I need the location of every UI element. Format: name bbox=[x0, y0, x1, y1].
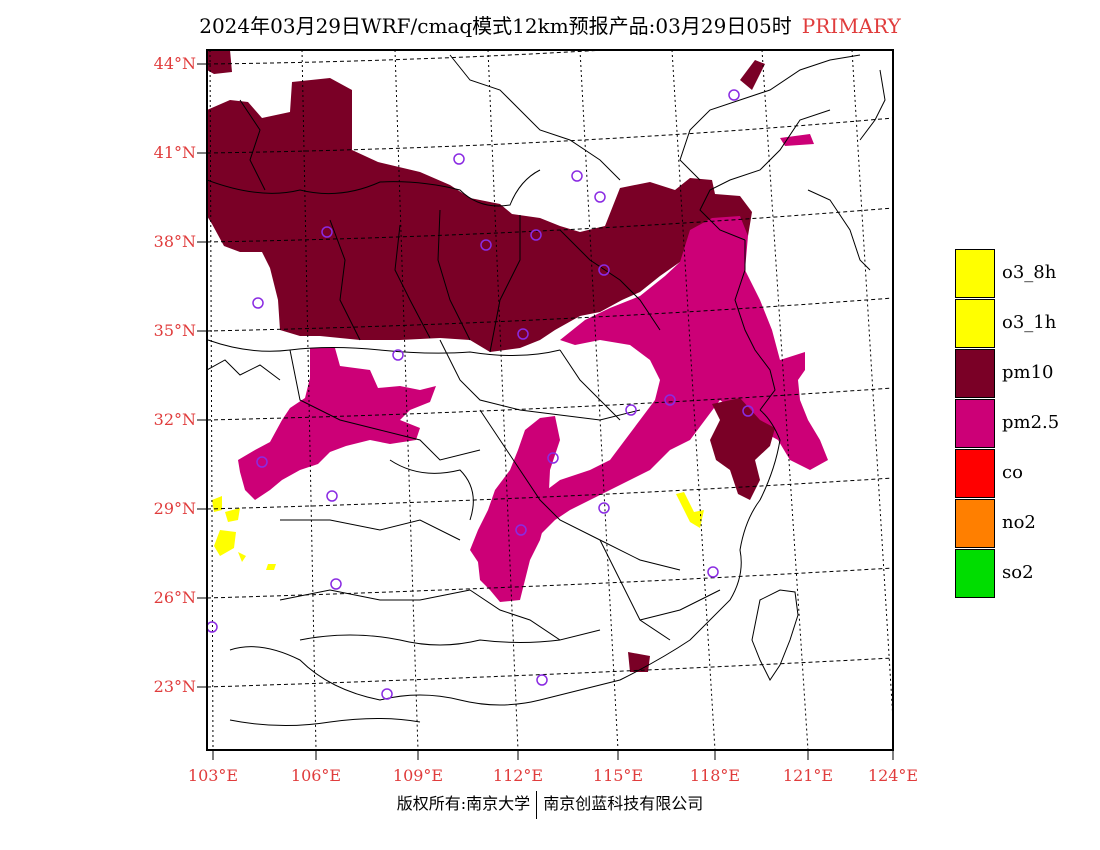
lat-label-29: 29°N bbox=[153, 499, 196, 518]
legend-item-co: co bbox=[955, 449, 1095, 499]
pm10-region-west bbox=[207, 50, 232, 74]
lat-label-23: 23°N bbox=[153, 677, 196, 696]
copyright-company: 南京创蓝科技有限公司 bbox=[543, 794, 704, 813]
lon-label-124: 124°E bbox=[867, 766, 919, 785]
o3-patch-fujian bbox=[676, 492, 704, 528]
pollutant-legend: o3_8h o3_1h pm10 pm2.5 co no2 so2 bbox=[955, 249, 1095, 599]
parallels bbox=[207, 50, 893, 688]
lat-label-44: 44°N bbox=[153, 54, 196, 73]
legend-item-pm25: pm2.5 bbox=[955, 399, 1095, 449]
axis-ticks bbox=[197, 63, 894, 760]
map-title: 2024年03月29日WRF/cmaq模式12km预报产品:03月29日05时 P… bbox=[0, 10, 1100, 39]
lon-label-106: 106°E bbox=[290, 766, 342, 785]
legend-item-pm10: pm10 bbox=[955, 349, 1095, 399]
station-markers bbox=[207, 89, 754, 700]
lon-label-121: 121°E bbox=[782, 766, 834, 785]
legend-label: no2 bbox=[1002, 512, 1036, 533]
lat-label-26: 26°N bbox=[153, 588, 196, 607]
primary-tag: PRIMARY bbox=[801, 14, 901, 38]
legend-swatch bbox=[955, 499, 995, 548]
pm25-region-central bbox=[470, 416, 560, 602]
pm25-region-small bbox=[780, 134, 814, 146]
legend-swatch bbox=[955, 399, 995, 448]
pm10-region-northeast bbox=[740, 60, 765, 90]
legend-label: pm10 bbox=[1002, 362, 1054, 383]
lon-label-103: 103°E bbox=[187, 766, 239, 785]
legend-label: pm2.5 bbox=[1002, 412, 1060, 433]
lon-label-109: 109°E bbox=[392, 766, 444, 785]
pm25-region-west bbox=[238, 348, 436, 500]
lat-label-35: 35°N bbox=[153, 321, 196, 340]
legend-swatch bbox=[955, 449, 995, 498]
lat-label-41: 41°N bbox=[153, 143, 196, 162]
lon-label-112: 112°E bbox=[492, 766, 544, 785]
pm10-patch-yangtze bbox=[710, 398, 775, 500]
legend-swatch bbox=[955, 549, 995, 598]
legend-item-o3-8h: o3_8h bbox=[955, 249, 1095, 299]
copyright-owner: 版权所有:南京大学 bbox=[396, 794, 531, 813]
legend-item-so2: so2 bbox=[955, 549, 1095, 599]
legend-item-no2: no2 bbox=[955, 499, 1095, 549]
pm10-patch-south bbox=[628, 652, 650, 672]
legend-label: so2 bbox=[1002, 562, 1034, 583]
boundary-lines bbox=[207, 54, 886, 727]
title-text: 2024年03月29日WRF/cmaq模式12km预报产品:03月29日05时 bbox=[199, 14, 792, 38]
copyright-footer: 版权所有:南京大学 南京创蓝科技有限公司 bbox=[0, 790, 1100, 819]
legend-swatch bbox=[955, 299, 995, 348]
legend-swatch bbox=[955, 349, 995, 398]
legend-label: co bbox=[1002, 462, 1023, 483]
lon-label-115: 115°E bbox=[592, 766, 644, 785]
legend-label: o3_1h bbox=[1002, 312, 1057, 333]
map-frame bbox=[206, 49, 894, 751]
legend-label: o3_8h bbox=[1002, 262, 1057, 283]
footer-separator bbox=[536, 790, 538, 819]
pm25-region-east bbox=[510, 216, 828, 540]
lon-label-118: 118°E bbox=[689, 766, 741, 785]
map-content bbox=[207, 50, 893, 750]
legend-item-o3-1h: o3_1h bbox=[955, 299, 1095, 349]
lat-label-38: 38°N bbox=[153, 232, 196, 251]
legend-swatch bbox=[955, 249, 995, 298]
pm10-region-north bbox=[207, 78, 752, 352]
o3-patch-yunnan bbox=[212, 496, 276, 570]
meridians bbox=[209, 50, 893, 750]
lat-label-32: 32°N bbox=[153, 410, 196, 429]
